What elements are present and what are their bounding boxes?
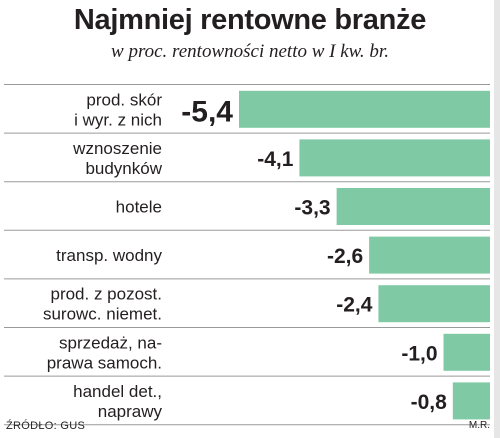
category-label: prawa samoch. [47, 353, 162, 372]
bar [452, 382, 490, 420]
category-label: surowc. niemet. [43, 305, 162, 324]
value-label: -2,4 [336, 294, 373, 317]
chart-subtitle: w proc. rentowności netto w I kw. br. [111, 41, 389, 62]
value-label: -2,6 [327, 245, 363, 268]
category-label: wznoszenie [72, 139, 162, 158]
bar [336, 188, 490, 225]
category-label: handel det., [73, 382, 162, 401]
value-label: -3,3 [294, 197, 330, 220]
category-label: prod. z pozost. [50, 285, 162, 304]
value-label: -0,8 [411, 391, 448, 414]
category-label: transp. wodny [56, 246, 162, 265]
category-label: i wyr. z nich [74, 110, 162, 129]
source-note: ŹRÓDŁO: GUS [6, 420, 86, 432]
bar [378, 285, 490, 323]
bar [369, 236, 490, 274]
bar [239, 90, 490, 128]
category-label: naprawy [98, 402, 163, 421]
category-label: prod. skór [86, 90, 162, 109]
value-label: -5,4 [181, 95, 233, 128]
chart-title: Najmniej rentowne branże [73, 4, 427, 36]
bar [299, 139, 490, 177]
category-label: budynków [85, 159, 162, 178]
category-label: hotele [116, 198, 162, 217]
value-label: -1,0 [401, 342, 437, 365]
category-label: sprzedaż, na- [59, 333, 162, 352]
right-edge-stripe [494, 0, 500, 438]
value-label: -4,1 [257, 148, 294, 171]
bar [443, 333, 490, 371]
author-initials: M.R. [468, 420, 490, 431]
